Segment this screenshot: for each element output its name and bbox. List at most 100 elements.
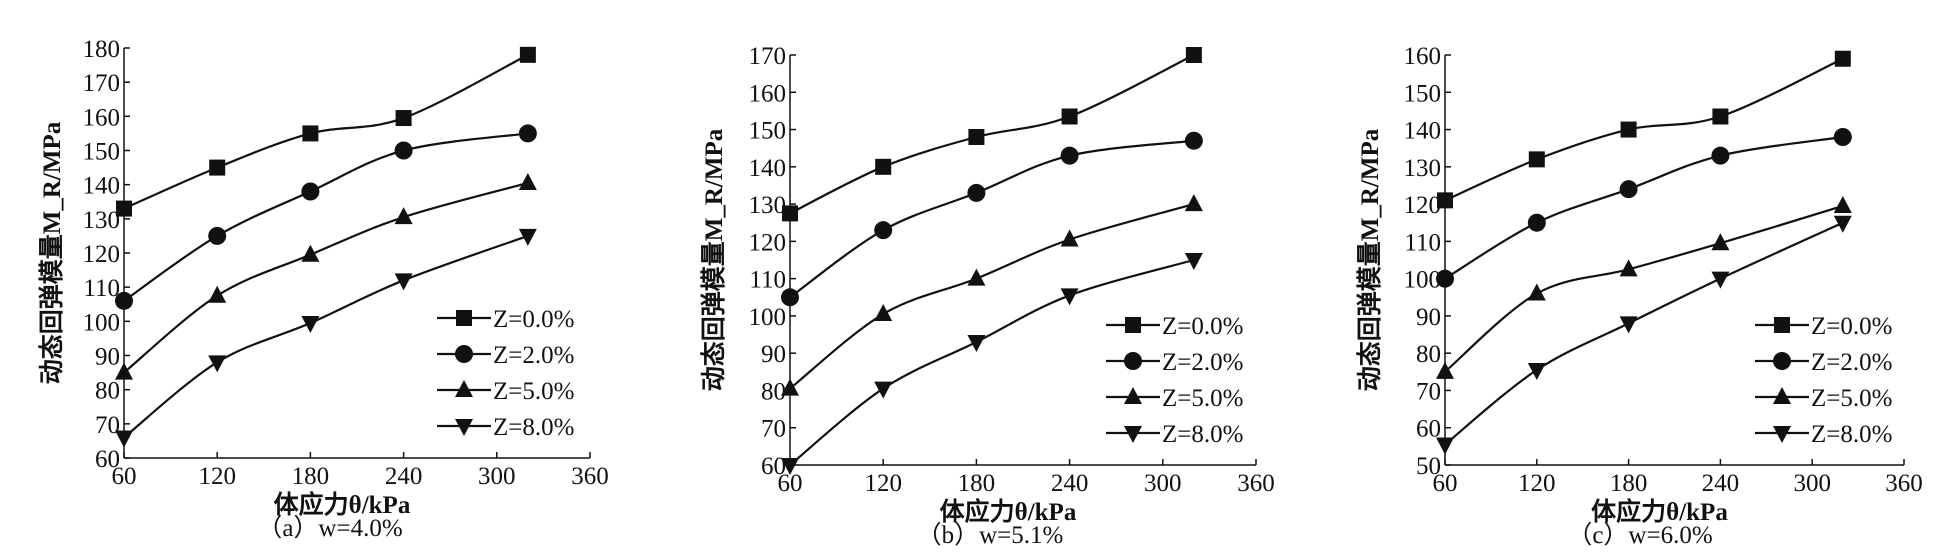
legend-marker	[1773, 426, 1791, 443]
legend-label: Z=5.0%	[1162, 385, 1243, 412]
data-point	[875, 158, 892, 175]
data-point	[518, 228, 537, 246]
data-point	[115, 362, 133, 380]
chart-caption: （c）w=6.0%	[1567, 521, 1712, 549]
y-tick-label: 110	[749, 267, 786, 294]
y-tick-label: 70	[761, 416, 786, 443]
data-point	[1185, 47, 1202, 63]
data-point	[1620, 121, 1637, 138]
y-tick-label: 90	[1416, 304, 1441, 331]
data-point	[781, 288, 799, 307]
x-tick-label: 300	[1144, 470, 1182, 497]
data-point	[1833, 195, 1852, 213]
y-tick-label: 180	[83, 36, 121, 63]
data-point	[1711, 146, 1730, 165]
series-Z=2.0%	[1436, 128, 1852, 288]
x-tick-label: 360	[1237, 470, 1275, 497]
legend-label: Z=0.0%	[493, 306, 574, 333]
series-Z=0.0%	[1437, 50, 1851, 209]
chart-caption: （b）w=5.1%	[917, 521, 1064, 549]
y-tick-label: 130	[83, 207, 121, 234]
x-tick-label: 300	[478, 463, 516, 490]
series-Z=2.0%	[115, 124, 537, 310]
y-tick-label: 170	[83, 70, 121, 97]
y-tick-label: 60	[761, 453, 786, 480]
data-point	[1711, 233, 1730, 251]
data-point	[208, 355, 227, 373]
x-tick-label: 300	[1793, 470, 1831, 497]
x-tick-label: 240	[385, 463, 423, 490]
y-axis-label: 动态回弹模量M_R/MPa	[37, 121, 66, 384]
series-line	[123, 53, 529, 210]
y-tick-label: 140	[83, 173, 121, 200]
data-point	[1527, 283, 1546, 301]
x-axis-label: 体应力θ/kPa	[274, 490, 411, 519]
y-tick-label: 120	[749, 229, 787, 256]
y-tick-label: 60	[95, 446, 120, 473]
data-point	[394, 273, 413, 291]
data-point	[1184, 194, 1203, 212]
legend-marker	[1125, 317, 1141, 333]
y-tick-label: 160	[1404, 43, 1442, 70]
legend-label: Z=8.0%	[1162, 421, 1243, 448]
legend-marker	[1773, 387, 1791, 404]
y-tick-label: 120	[1404, 192, 1442, 219]
series-Z=0.0%	[782, 47, 1202, 222]
data-point	[1184, 253, 1203, 270]
x-tick-label: 120	[1518, 470, 1556, 497]
x-tick-label: 240	[1051, 470, 1089, 497]
legend-marker	[455, 419, 473, 436]
legend-marker	[1773, 352, 1791, 370]
legend-marker	[455, 380, 473, 397]
data-point	[1834, 50, 1851, 67]
series-Z=8.0%	[115, 228, 537, 448]
data-point	[967, 335, 986, 352]
y-tick-label: 80	[761, 378, 786, 405]
legend-marker	[455, 345, 473, 363]
data-point	[1528, 151, 1545, 168]
data-point	[394, 207, 413, 225]
x-tick-label: 180	[1610, 470, 1648, 497]
legend-label: Z=5.0%	[1811, 385, 1892, 412]
x-tick-label: 180	[292, 463, 330, 490]
series-line	[789, 139, 1195, 299]
data-point	[1712, 108, 1729, 125]
data-point	[968, 129, 985, 145]
x-tick-label: 360	[571, 463, 609, 490]
data-point	[209, 159, 226, 176]
y-tick-label: 150	[1404, 80, 1442, 107]
series-line	[123, 181, 529, 374]
data-point	[1619, 180, 1638, 199]
data-point	[518, 124, 537, 143]
data-point	[1061, 108, 1078, 125]
data-point	[781, 458, 799, 475]
data-point	[302, 125, 319, 142]
data-point	[1619, 259, 1638, 277]
data-point	[301, 244, 320, 262]
series-line	[123, 234, 529, 439]
y-axis-label: 动态回弹模量M_R/MPa	[699, 128, 728, 391]
series-Z=2.0%	[781, 131, 1203, 307]
data-point	[1184, 131, 1203, 150]
y-tick-label: 110	[83, 275, 120, 302]
series-line	[1444, 204, 1844, 373]
data-point	[1619, 316, 1638, 334]
series-line	[123, 132, 529, 302]
data-point	[518, 172, 537, 190]
data-point	[967, 268, 986, 286]
y-tick-label: 100	[1404, 267, 1442, 294]
data-point	[208, 285, 227, 303]
legend-label: Z=2.0%	[1811, 349, 1892, 376]
data-point	[874, 221, 893, 240]
data-point	[1833, 215, 1852, 233]
data-point	[1060, 229, 1079, 247]
y-tick-label: 120	[83, 241, 121, 268]
series-line	[1444, 221, 1844, 446]
data-point	[1711, 271, 1730, 289]
data-point	[1527, 213, 1546, 232]
data-point	[1437, 192, 1453, 209]
y-tick-label: 90	[761, 341, 786, 368]
y-tick-label: 160	[83, 104, 121, 131]
